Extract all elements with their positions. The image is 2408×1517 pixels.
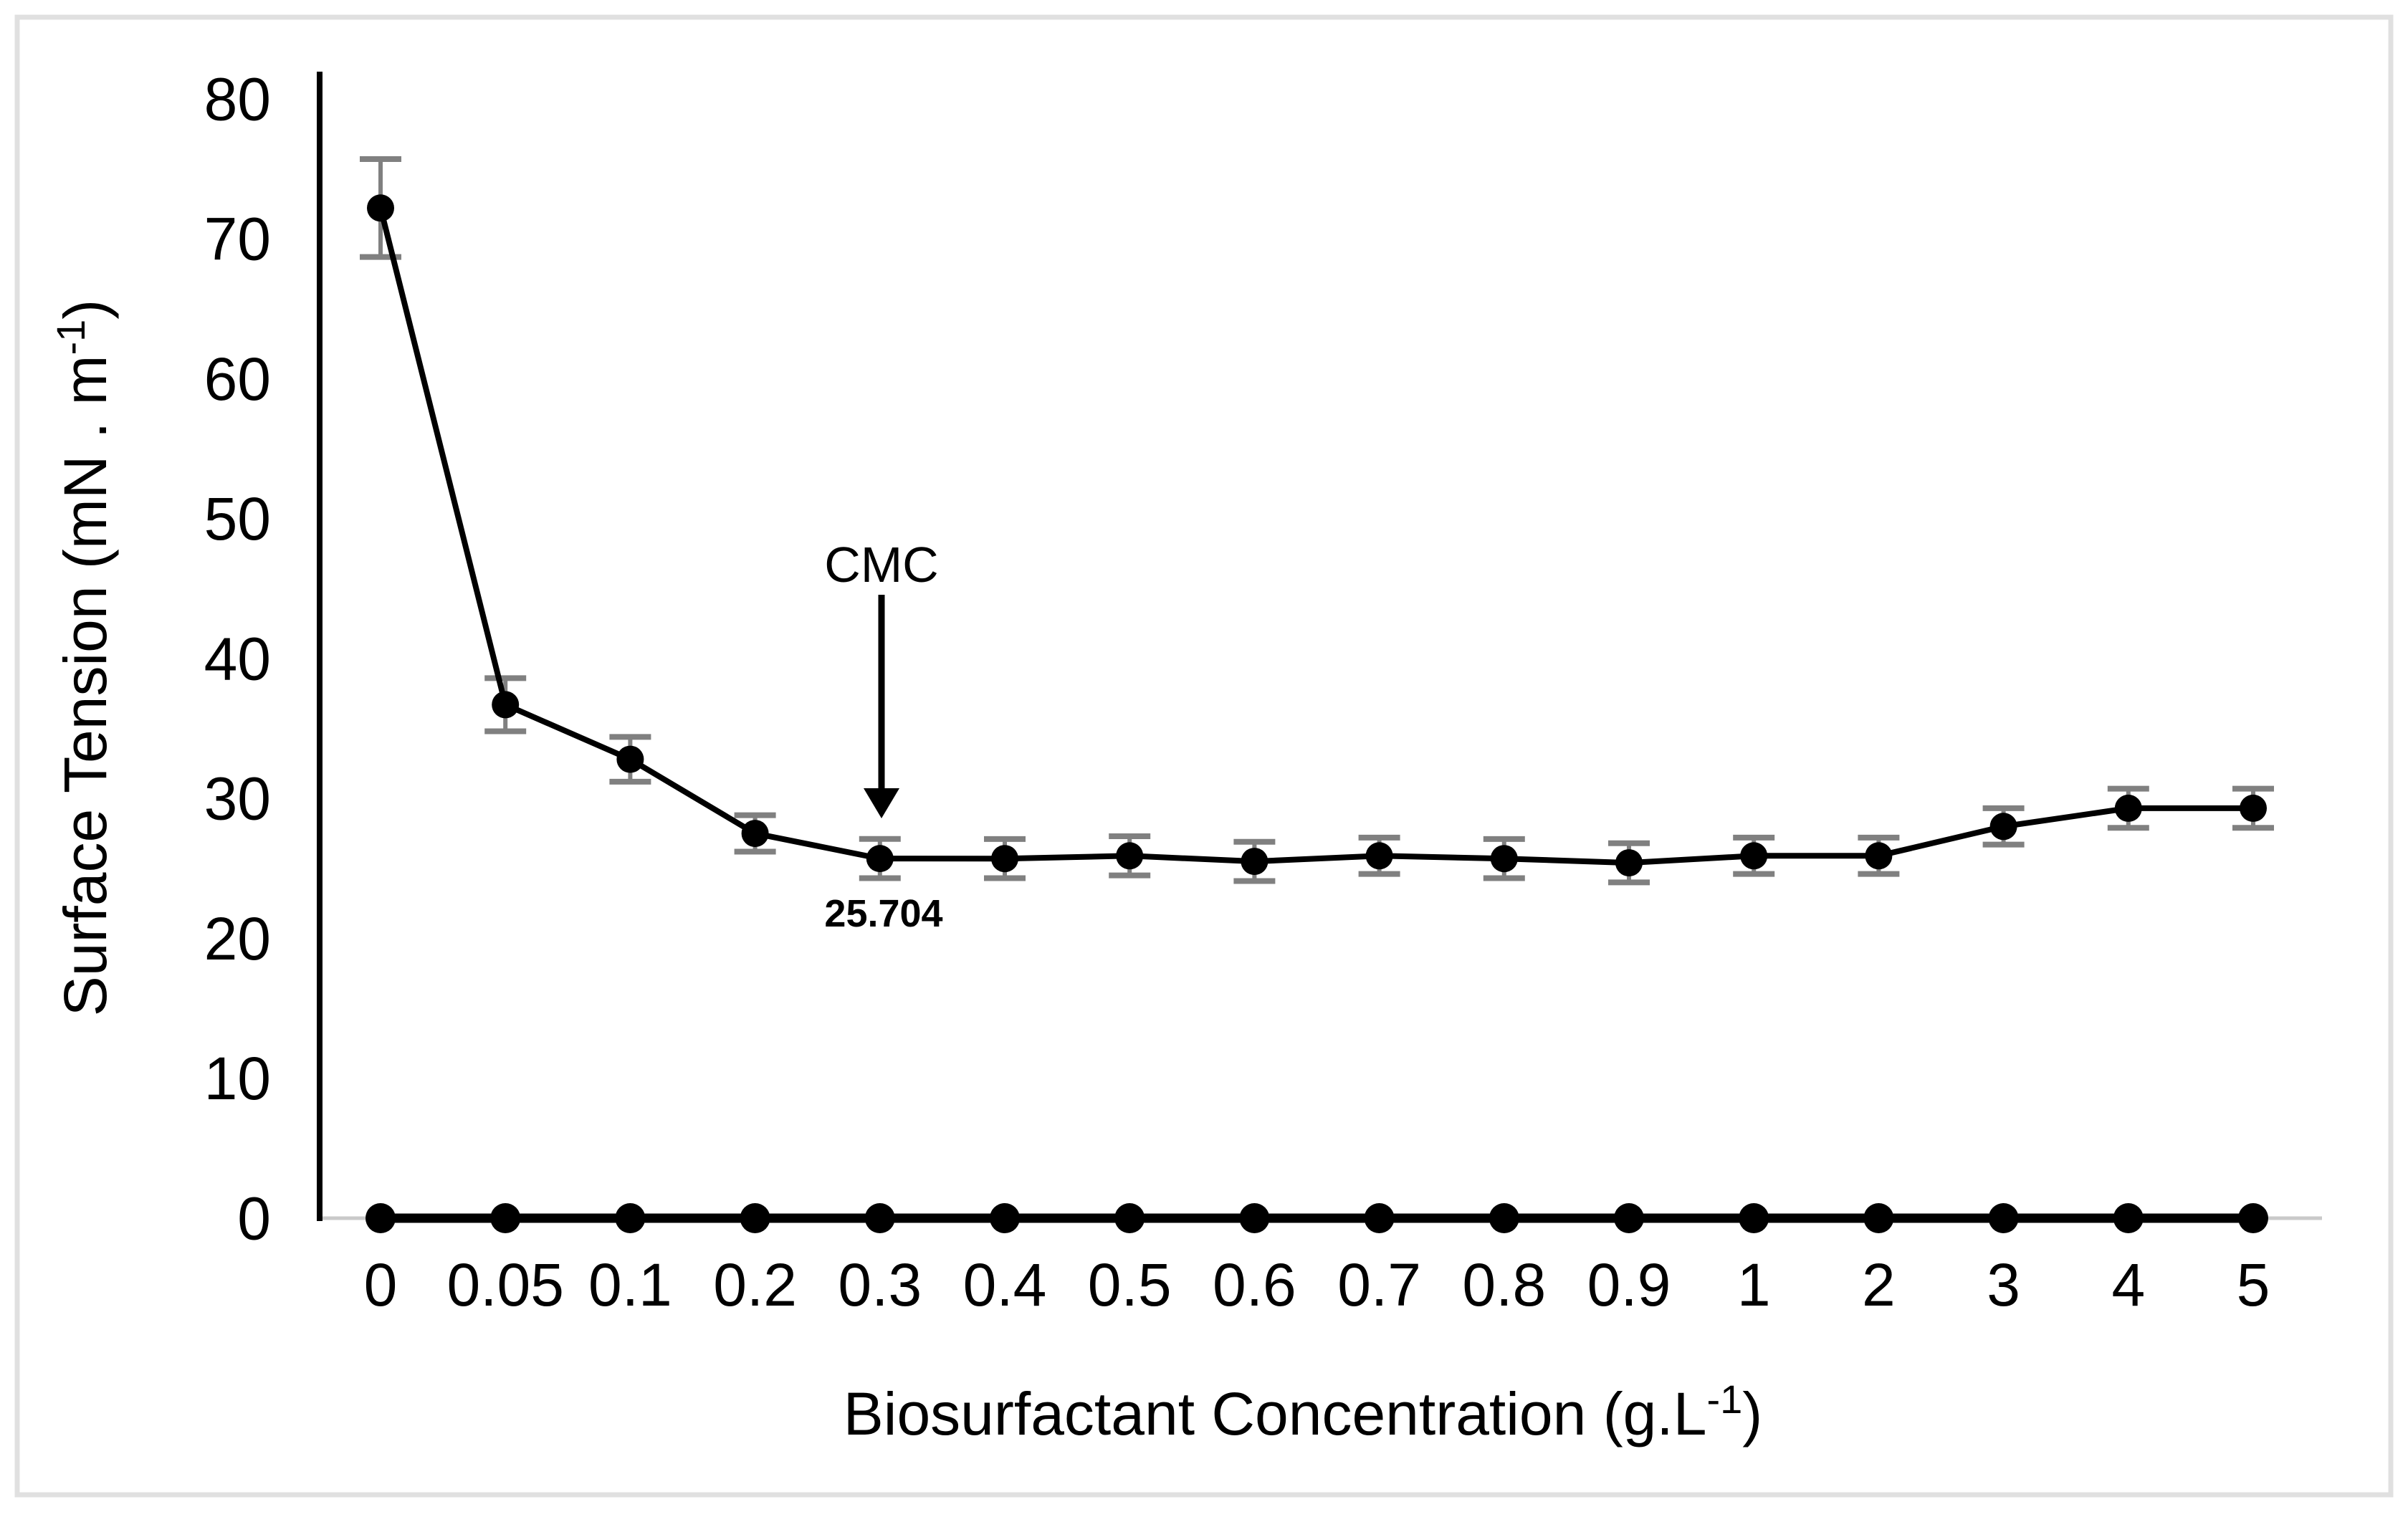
x-tick-label-0: 0	[364, 1251, 398, 1319]
x-tick-label-0.4: 0.4	[963, 1251, 1047, 1319]
y-tick-label-10: 10	[204, 1045, 271, 1112]
x-tick-label-1: 1	[1737, 1251, 1771, 1319]
x-tick-label-0.3: 0.3	[838, 1251, 922, 1319]
data-point-baseline-zero-3	[1988, 1203, 2019, 1233]
data-point-surface-tension-5	[2240, 794, 2267, 822]
data-point-baseline-zero-2	[1863, 1203, 1894, 1233]
data-point-surface-tension-0.5	[1116, 842, 1144, 870]
x-tick-label-3: 3	[1987, 1251, 2020, 1319]
x-tick-label-0.8: 0.8	[1462, 1251, 1546, 1319]
y-tick-label-50: 50	[204, 485, 271, 552]
data-point-baseline-zero-0	[366, 1203, 396, 1233]
y-axis-title: Surface Tension (mN . m-1)	[48, 300, 119, 1017]
x-tick-label-0.5: 0.5	[1088, 1251, 1172, 1319]
data-point-baseline-zero-0.05	[490, 1203, 521, 1233]
data-point-surface-tension-3	[1989, 813, 2017, 841]
y-tick-label-40: 40	[204, 625, 271, 692]
cmc-annotation-label: CMC	[824, 537, 938, 593]
series-line-surface-tension	[378, 207, 2253, 866]
data-point-baseline-zero-0.5	[1114, 1203, 1145, 1233]
x-tick-label-0.7: 0.7	[1337, 1251, 1421, 1319]
data-point-surface-tension-0.9	[1615, 849, 1643, 877]
data-point-baseline-zero-0.8	[1489, 1203, 1519, 1233]
data-point-baseline-zero-0.2	[740, 1203, 770, 1233]
y-tick-label-80: 80	[204, 65, 271, 133]
data-point-baseline-zero-1	[1739, 1203, 1769, 1233]
data-point-baseline-zero-0.3	[864, 1203, 895, 1233]
data-point-surface-tension-0.3	[866, 845, 894, 873]
x-tick-label-0.2: 0.2	[713, 1251, 797, 1319]
x-tick-label-0.6: 0.6	[1213, 1251, 1296, 1319]
data-point-baseline-zero-0.1	[615, 1203, 646, 1233]
y-tick-label-20: 20	[204, 905, 271, 972]
data-point-surface-tension-0.05	[492, 691, 520, 719]
data-point-surface-tension-0.2	[741, 820, 769, 848]
x-tick-label-2: 2	[1862, 1251, 1896, 1319]
x-tick-label-4: 4	[2111, 1251, 2145, 1319]
data-point-baseline-zero-5	[2238, 1203, 2268, 1233]
data-point-surface-tension-0.7	[1365, 842, 1393, 870]
x-tick-label-0.1: 0.1	[588, 1251, 672, 1319]
x-tick-label-0.05: 0.05	[446, 1251, 564, 1319]
data-point-baseline-zero-0.6	[1239, 1203, 1270, 1233]
y-tick-label-30: 30	[204, 765, 271, 833]
data-point-baseline-zero-0.7	[1364, 1203, 1395, 1233]
y-tick-label-70: 70	[204, 206, 271, 273]
y-tick-label-0: 0	[237, 1185, 271, 1252]
data-point-surface-tension-0.6	[1241, 848, 1268, 876]
data-point-surface-tension-2	[1865, 842, 1893, 870]
data-point-baseline-zero-0.9	[1614, 1203, 1644, 1233]
data-point-surface-tension-0.1	[616, 745, 644, 773]
data-point-baseline-zero-0.4	[990, 1203, 1020, 1233]
data-point-surface-tension-0.8	[1490, 845, 1518, 873]
data-point-baseline-zero-4	[2113, 1203, 2144, 1233]
data-point-surface-tension-4	[2114, 794, 2142, 822]
figure-border	[14, 14, 2394, 1498]
x-axis-title: Biosurfactant Concentration (g.L-1)	[844, 1377, 1762, 1447]
y-tick-label-60: 60	[204, 345, 271, 413]
cmc-arrow-head	[864, 788, 899, 818]
x-tick-label-0.9: 0.9	[1587, 1251, 1671, 1319]
x-tick-label-5: 5	[2237, 1251, 2270, 1319]
cmc-value-label: 25.704	[824, 892, 942, 935]
data-point-surface-tension-0	[367, 194, 394, 222]
data-point-surface-tension-0.4	[991, 845, 1018, 873]
data-point-surface-tension-1	[1740, 842, 1768, 870]
